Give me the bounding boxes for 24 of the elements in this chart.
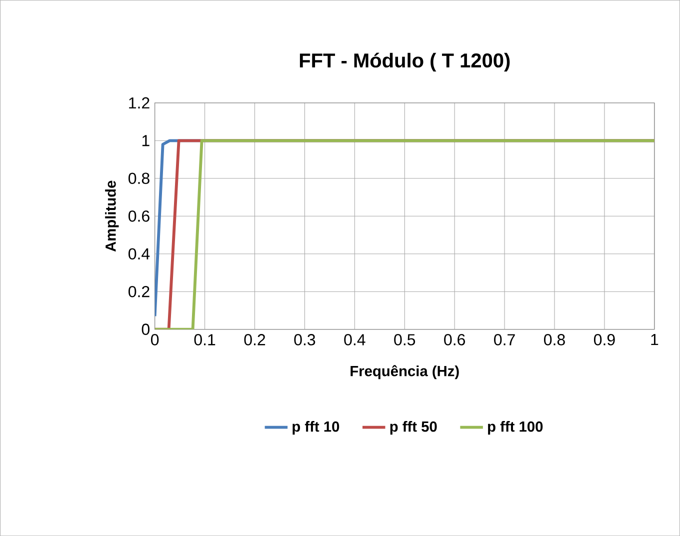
legend-label: p fft 10 <box>292 420 340 435</box>
y-tick-label: 0 <box>142 324 150 335</box>
y-tick-label: 0.8 <box>128 172 150 184</box>
y-tick-label: 1 <box>142 135 150 146</box>
y-tick-label: 1.2 <box>129 97 150 108</box>
x-tick-label: 0.8 <box>544 334 565 346</box>
x-tick-label: 1 <box>651 334 658 345</box>
y-tick-label: 0.4 <box>128 248 150 260</box>
y-axis-title: Amplitude <box>105 180 119 252</box>
x-tick-label: 0.9 <box>594 334 615 346</box>
legend-label: p fft 100 <box>488 420 543 435</box>
x-tick-label: 0.2 <box>244 334 266 346</box>
y-tick-label: 0.2 <box>128 286 150 298</box>
x-tick-label: 0.4 <box>344 334 366 346</box>
x-tick-label: 0.6 <box>444 334 465 346</box>
chart-title: FFT - Módulo ( T 1200) <box>300 52 510 72</box>
x-tick-label: 0 <box>151 334 159 346</box>
x-tick-label: 0.3 <box>294 334 316 346</box>
y-tick-label: 0.6 <box>128 210 150 222</box>
x-tick-label: 0.5 <box>394 334 416 346</box>
x-tick-label: 0.1 <box>194 334 216 346</box>
legend-label: p fft 50 <box>390 420 437 435</box>
x-axis-title: Frequência (Hz) <box>350 365 459 380</box>
x-tick-label: 0.7 <box>494 334 515 346</box>
